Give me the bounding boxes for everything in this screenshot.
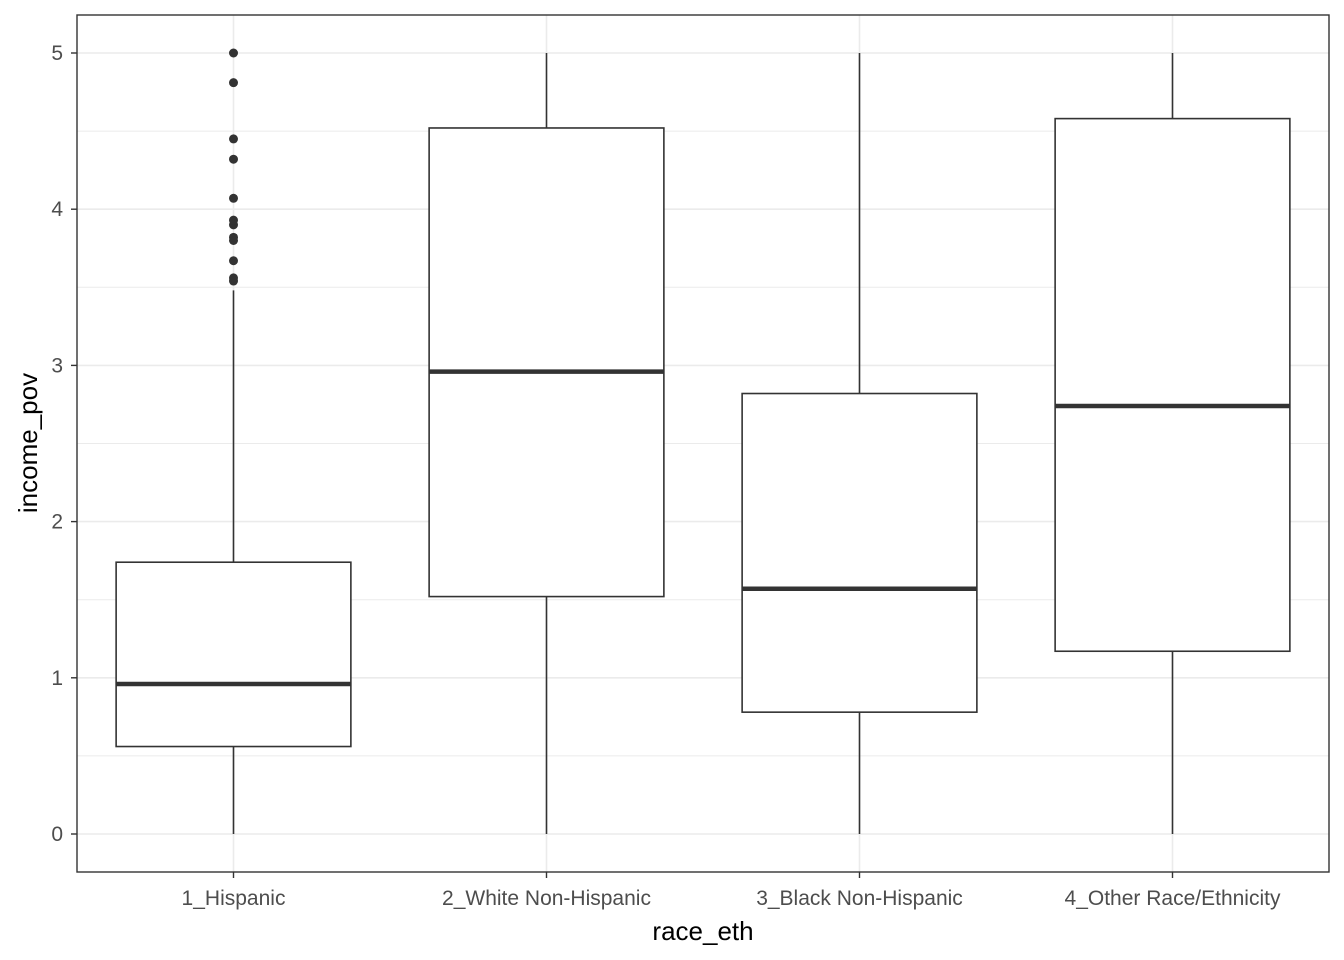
box-group — [115, 48, 352, 834]
outlier-point — [229, 256, 238, 266]
outlier-point — [229, 215, 238, 225]
outlier-point — [229, 78, 238, 88]
x-axis-title: race_eth — [652, 916, 753, 946]
box-iqr — [1054, 117, 1291, 653]
boxes — [115, 48, 1291, 834]
outlier-point — [229, 154, 238, 164]
box-group — [428, 53, 665, 834]
box-iqr — [428, 127, 665, 598]
x-tick-label: 3_Black Non-Hispanic — [756, 887, 963, 910]
box-iqr — [741, 392, 978, 713]
y-tick-label: 1 — [51, 667, 63, 690]
panel-border — [76, 14, 1330, 873]
y-tick-label: 2 — [51, 511, 63, 534]
y-tick-label: 0 — [51, 823, 63, 846]
y-axis-title: income_pov — [13, 373, 43, 513]
outlier-point — [229, 273, 238, 283]
box-group — [741, 53, 978, 834]
x-tick-label: 4_Other Race/Ethnicity — [1065, 887, 1281, 910]
x-tick-label: 1_Hispanic — [182, 887, 286, 910]
outlier-point — [229, 232, 238, 242]
box-iqr — [115, 561, 352, 748]
outlier-point — [229, 193, 238, 203]
x-tick-label: 2_White Non-Hispanic — [442, 887, 651, 910]
outlier-point — [229, 48, 238, 58]
y-tick-label: 4 — [51, 198, 63, 221]
outlier-point — [229, 134, 238, 144]
y-tick-label: 5 — [51, 42, 63, 65]
box-group — [1054, 53, 1291, 834]
axis-ticks: 0 1 2 3 4 5 1_Hispanic 2_White Non-Hispanic 3_Bl… — [51, 42, 1281, 910]
y-tick-label: 3 — [51, 354, 63, 377]
